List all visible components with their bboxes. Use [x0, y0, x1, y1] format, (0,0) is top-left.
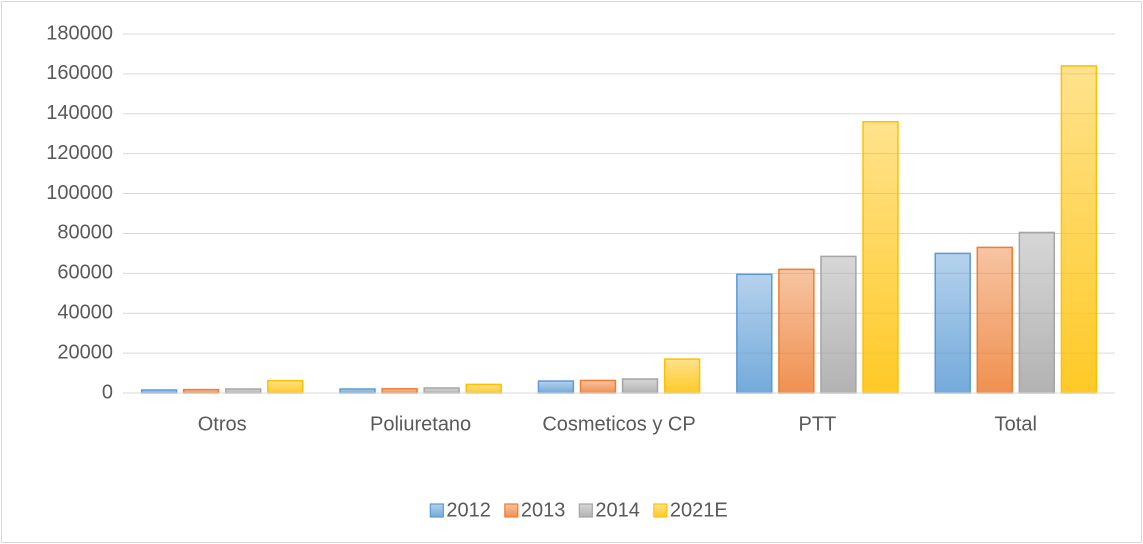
y-tick-label: 140000	[46, 102, 113, 124]
y-tick-label: 60000	[57, 262, 113, 284]
bar	[862, 121, 899, 394]
bar	[778, 268, 815, 394]
bar	[736, 273, 773, 394]
bar	[182, 388, 220, 394]
y-tick-label: 20000	[57, 341, 113, 363]
legend: 2012 2013 2014 2021E	[429, 499, 728, 521]
x-tick-label: PTT	[799, 413, 837, 435]
x-tick-label: Otros	[198, 413, 247, 435]
bar	[465, 383, 502, 394]
y-tick-label: 80000	[57, 222, 113, 244]
y-tick-label: 40000	[57, 302, 113, 324]
bar	[339, 388, 376, 394]
legend-swatch	[653, 503, 668, 518]
legend-swatch	[578, 503, 593, 518]
y-tick-label: 180000	[46, 22, 113, 44]
x-tick-label: Poliuretano	[370, 413, 471, 435]
bar	[976, 246, 1013, 394]
bar	[1018, 231, 1056, 394]
y-tick-label: 0	[102, 381, 113, 403]
legend-label: 2012	[446, 499, 491, 521]
bar	[820, 255, 857, 394]
bar	[423, 387, 460, 394]
x-tick-label: Cosmeticos y CP	[542, 413, 695, 435]
bar	[381, 388, 418, 394]
legend-label: 2014	[595, 499, 640, 521]
bar	[621, 378, 659, 394]
legend-label: 2021E	[670, 499, 728, 521]
bar	[225, 388, 262, 394]
bar	[267, 379, 304, 394]
bar	[663, 358, 701, 394]
bar	[579, 379, 617, 394]
legend-swatch	[429, 503, 444, 518]
y-tick-label: 120000	[46, 142, 113, 164]
bar	[1060, 65, 1098, 394]
y-tick-label: 100000	[46, 182, 113, 204]
bar	[934, 252, 971, 394]
y-tick-label: 160000	[46, 62, 113, 84]
legend-label: 2013	[521, 499, 566, 521]
legend-swatch	[504, 503, 519, 518]
bar	[537, 380, 575, 394]
x-tick-label: Total	[995, 413, 1037, 435]
